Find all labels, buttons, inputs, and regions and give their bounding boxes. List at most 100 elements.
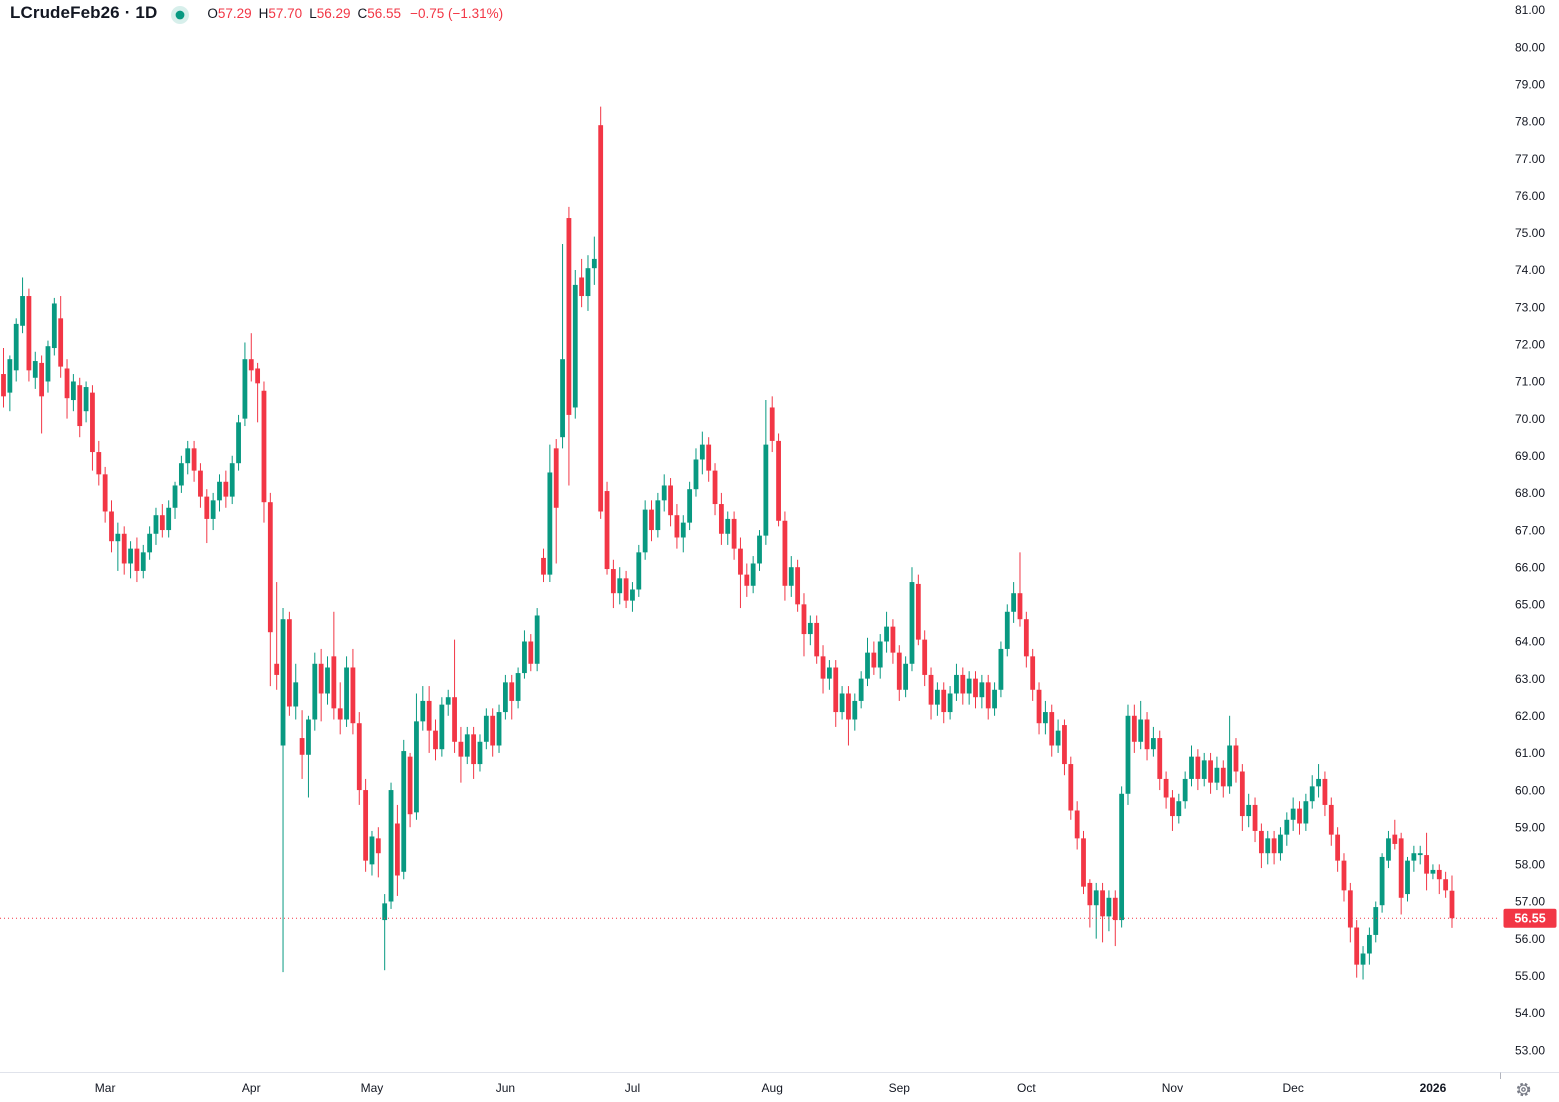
price-tick-label: 66.00 bbox=[1515, 560, 1545, 574]
candle bbox=[814, 615, 820, 664]
candle bbox=[553, 439, 559, 564]
candle bbox=[299, 710, 305, 779]
candle bbox=[998, 641, 1004, 698]
candle bbox=[718, 492, 724, 545]
candle bbox=[1258, 823, 1264, 869]
symbol-name[interactable]: LCrudeFeb26 bbox=[10, 3, 120, 22]
candle bbox=[782, 511, 788, 601]
candle bbox=[1271, 830, 1277, 865]
candle bbox=[954, 663, 959, 701]
price-tick-label: 60.00 bbox=[1515, 783, 1545, 797]
candle bbox=[534, 608, 540, 672]
candle bbox=[1392, 819, 1398, 850]
candle bbox=[471, 726, 477, 779]
candle bbox=[560, 244, 565, 449]
candle bbox=[693, 448, 699, 497]
candle bbox=[757, 530, 762, 571]
high-label: H bbox=[258, 6, 269, 21]
price-tick-label: 78.00 bbox=[1515, 115, 1545, 129]
candle bbox=[604, 481, 610, 575]
candle bbox=[750, 556, 756, 594]
candle bbox=[903, 656, 909, 698]
candle bbox=[979, 674, 985, 709]
candle bbox=[915, 574, 921, 646]
price-tick-label: 55.00 bbox=[1515, 969, 1545, 983]
candle bbox=[236, 414, 241, 471]
candle bbox=[1106, 890, 1112, 932]
interval-label[interactable]: 1D bbox=[135, 3, 158, 22]
candle bbox=[198, 463, 203, 508]
candle bbox=[661, 474, 667, 512]
candle bbox=[172, 481, 178, 519]
candle bbox=[1449, 875, 1455, 928]
candle bbox=[865, 637, 870, 687]
candle bbox=[1398, 832, 1404, 915]
candle bbox=[1386, 830, 1391, 869]
candle bbox=[1360, 946, 1366, 980]
low-value: 56.29 bbox=[316, 6, 351, 21]
candle bbox=[191, 440, 197, 482]
candle bbox=[1316, 764, 1321, 798]
candle bbox=[1100, 882, 1105, 943]
candle bbox=[115, 522, 121, 571]
candle bbox=[801, 593, 807, 657]
candle bbox=[1074, 801, 1080, 850]
candle bbox=[178, 455, 184, 493]
price-tick-label: 76.00 bbox=[1515, 189, 1545, 203]
candle bbox=[13, 318, 19, 382]
candle bbox=[522, 630, 527, 679]
time-tick-label: May bbox=[361, 1081, 384, 1095]
candle bbox=[674, 504, 680, 549]
candle bbox=[1055, 719, 1061, 753]
price-tick-label: 70.00 bbox=[1515, 412, 1545, 426]
price-tick-label: 71.00 bbox=[1515, 375, 1545, 389]
candle bbox=[884, 611, 889, 653]
price-tick-label: 54.00 bbox=[1515, 1006, 1545, 1020]
candle bbox=[744, 563, 750, 597]
candle bbox=[32, 351, 38, 389]
candle bbox=[109, 500, 114, 553]
candle bbox=[655, 492, 661, 538]
candle bbox=[598, 106, 604, 519]
candle bbox=[1252, 797, 1258, 843]
candle bbox=[185, 440, 191, 475]
candle bbox=[680, 515, 686, 553]
time-tick-label: Jun bbox=[496, 1081, 515, 1095]
candle bbox=[280, 608, 286, 973]
candle bbox=[877, 634, 883, 679]
candle bbox=[153, 507, 159, 545]
price-axis[interactable]: 81.00 80.00 79.00 78.00 77.00 76.00 75.00 74.00… bbox=[1515, 3, 1545, 1057]
candle bbox=[896, 645, 902, 701]
candle bbox=[7, 355, 13, 412]
candle bbox=[1036, 682, 1042, 735]
candle bbox=[274, 582, 280, 690]
price-tick-label: 67.00 bbox=[1515, 523, 1545, 537]
candle bbox=[77, 377, 83, 438]
candle bbox=[483, 708, 489, 750]
candle bbox=[1328, 797, 1334, 846]
price-tick-label: 53.00 bbox=[1515, 1043, 1545, 1057]
price-tick-label: 68.00 bbox=[1515, 486, 1545, 500]
time-axis-settings-button[interactable] bbox=[1510, 1079, 1536, 1099]
time-tick-label: Oct bbox=[1017, 1081, 1036, 1095]
candle bbox=[687, 481, 693, 531]
candle bbox=[1354, 920, 1360, 978]
time-tick-label: Jul bbox=[625, 1081, 640, 1095]
candle bbox=[763, 400, 769, 545]
candle bbox=[64, 359, 70, 419]
candle bbox=[566, 206, 572, 486]
last-price-badge: 56.55 bbox=[1503, 908, 1557, 928]
price-tick-label: 56.00 bbox=[1515, 932, 1545, 946]
low-label: L bbox=[309, 6, 317, 21]
time-axis[interactable]: Mar Apr May Jun Jul Aug Sep Oct Nov Dec 2026 bbox=[95, 1081, 1447, 1095]
candle bbox=[985, 674, 991, 720]
candle bbox=[458, 726, 464, 783]
market-status-dot-icon[interactable] bbox=[170, 5, 190, 30]
candle bbox=[1068, 756, 1074, 820]
candle bbox=[636, 544, 642, 597]
candle bbox=[325, 656, 330, 705]
candle bbox=[452, 639, 457, 753]
candle bbox=[1341, 853, 1347, 902]
candle bbox=[414, 693, 419, 820]
